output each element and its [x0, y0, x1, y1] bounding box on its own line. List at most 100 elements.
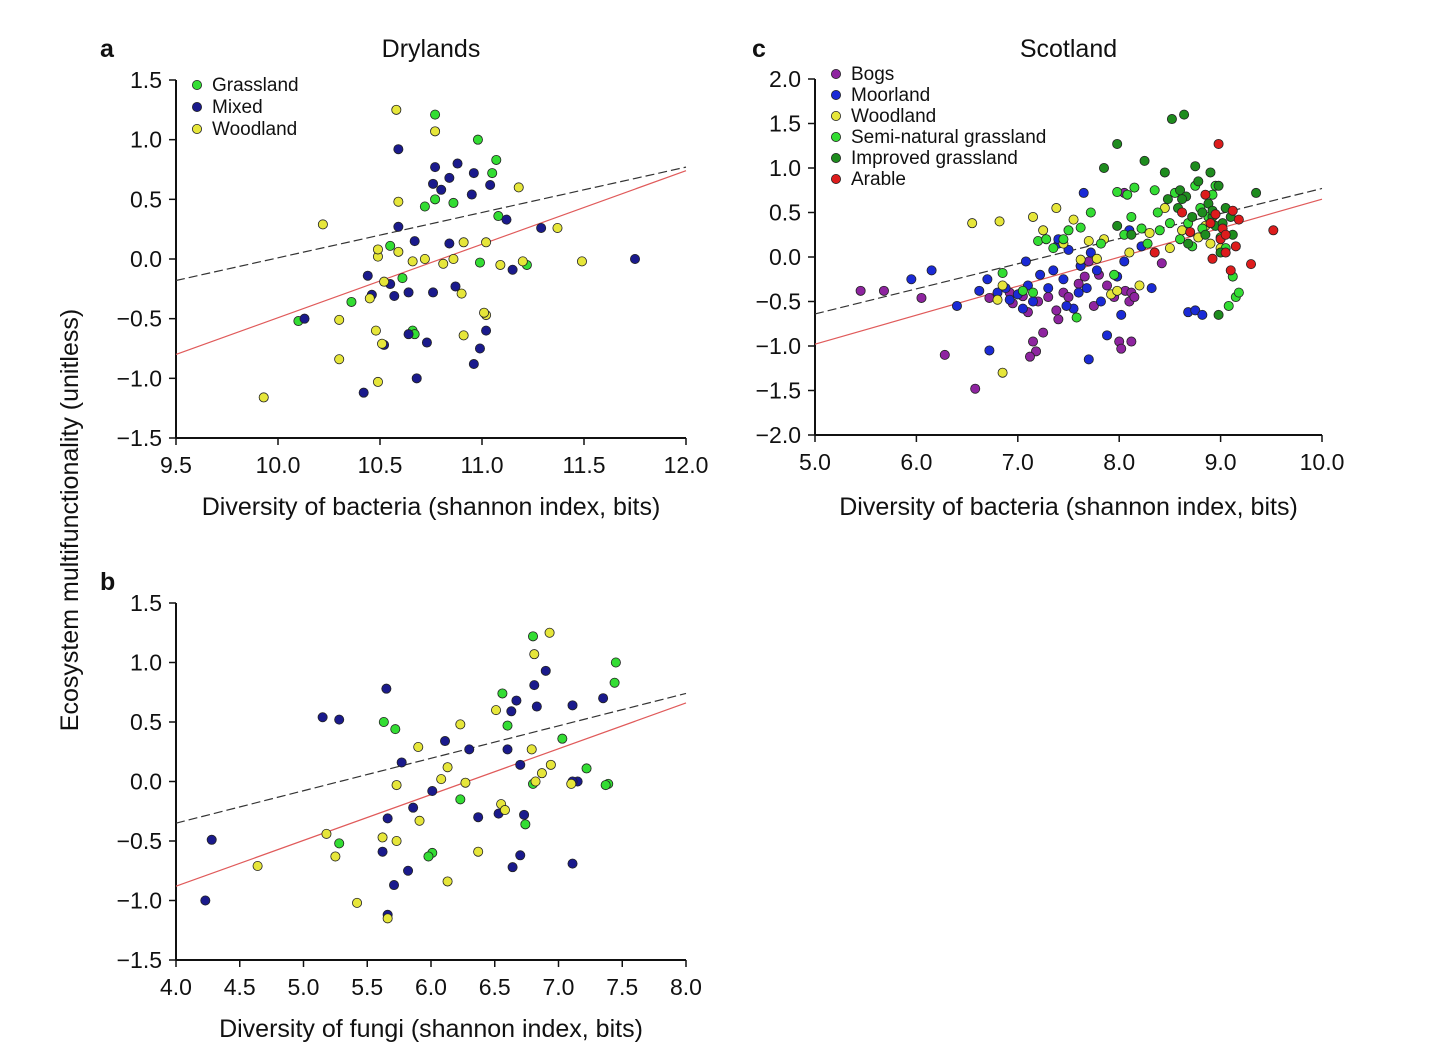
legend-label-bogs: Bogs [851, 64, 894, 85]
data-point-bogs [855, 285, 866, 296]
data-point-improved-grassland [1190, 161, 1201, 172]
data-point-mixed [468, 168, 479, 179]
data-point-semi-natural-grassland [1126, 211, 1137, 222]
data-point-semi-natural-grassland [1109, 269, 1120, 280]
data-point-moorland [984, 345, 995, 356]
data-point-woodland [330, 851, 341, 862]
data-point-grassland [493, 211, 504, 222]
y-tick-label: −1.0 [117, 888, 162, 914]
legend-label-mixed: Mixed [212, 97, 263, 118]
data-point-moorland [1095, 296, 1106, 307]
x-axis-label: Diversity of bacteria (shannon index, bi… [839, 493, 1298, 521]
data-point-mixed [440, 736, 451, 747]
data-point-moorland [1035, 269, 1046, 280]
data-point-bogs [1038, 327, 1049, 338]
data-point-mixed [531, 701, 542, 712]
legend-marker [191, 80, 202, 91]
data-point-semi-natural-grassland [1075, 222, 1086, 233]
panel-b-fungi-chart: b 4.0 4.5 5.0 5.5 6.0 6.5 7.0 7.5 8.0 1.5 1.0 0.5 0.0… [100, 568, 702, 1043]
data-point-mixed [411, 373, 422, 384]
data-point-moorland [1017, 303, 1028, 314]
legend-marker [831, 173, 842, 184]
data-point-woodland [458, 330, 469, 341]
data-point-moorland [1078, 187, 1089, 198]
data-point-woodland [391, 780, 402, 791]
data-point-mixed [567, 858, 578, 869]
legend-label-grassland: Grassland [212, 75, 299, 96]
y-tick-label: −2.0 [756, 422, 801, 448]
data-point-semi-natural-grassland [1136, 223, 1147, 234]
data-point-arable [1200, 189, 1211, 200]
data-point-semi-natural-grassland [1122, 189, 1133, 200]
data-point-semi-natural-grassland [1164, 218, 1175, 229]
data-point-woodland [321, 828, 332, 839]
data-point-improved-grassland [1197, 207, 1208, 218]
data-point-grassland [430, 109, 441, 120]
legend-marker [831, 90, 842, 101]
data-point-moorland [1146, 283, 1157, 294]
data-point-bogs [970, 383, 981, 394]
data-point-mixed [393, 221, 404, 232]
data-point-bogs [916, 292, 927, 303]
data-point-mixed [529, 680, 540, 691]
y-tick-label: 0.0 [769, 244, 801, 270]
data-point-mixed [389, 290, 400, 301]
data-point-moorland [926, 265, 937, 276]
data-point-bogs [1028, 336, 1039, 347]
data-point-improved-grassland [1187, 211, 1198, 222]
data-point-mixed [466, 189, 477, 200]
data-point-woodland [372, 244, 383, 255]
data-point-grassland [474, 257, 485, 268]
data-point-semi-natural-grassland [1175, 234, 1186, 245]
series-arable [1149, 138, 1279, 276]
data-point-grassland [610, 657, 621, 668]
data-point-woodland [377, 338, 388, 349]
data-point-mixed [507, 862, 518, 873]
data-point-woodland [1083, 235, 1094, 246]
data-point-grassland [487, 168, 498, 179]
data-point-mixed [408, 802, 419, 813]
data-point-grassland [419, 201, 430, 212]
data-point-semi-natural-grassland [1112, 187, 1123, 198]
data-point-moorland [1081, 283, 1092, 294]
data-point-woodland [334, 354, 345, 365]
data-point-semi-natural-grassland [1028, 287, 1039, 298]
data-point-moorland [982, 274, 993, 285]
data-point-mixed [317, 712, 328, 723]
data-point-bogs [1088, 300, 1099, 311]
data-point-semi-natural-grassland [1129, 182, 1140, 193]
data-point-woodland [252, 860, 263, 871]
x-tick-label: 10.5 [358, 452, 403, 478]
dashed-fit-line [175, 692, 687, 824]
data-point-woodland [1091, 253, 1102, 264]
y-tick-label: 0.5 [130, 709, 162, 735]
data-point-bogs [1051, 305, 1062, 316]
data-point-woodland [370, 325, 381, 336]
legend-marker [191, 124, 202, 135]
data-point-moorland [974, 285, 985, 296]
series-bogs [855, 187, 1167, 394]
data-point-woodland [499, 805, 510, 816]
data-point-moorland [1004, 294, 1015, 305]
data-point-improved-grassland [1112, 138, 1123, 149]
data-point-mixed [206, 834, 217, 845]
data-point-bogs [984, 292, 995, 303]
data-point-grassland [491, 154, 502, 165]
legend-label-woodland: Woodland [212, 119, 297, 140]
data-point-semi-natural-grassland [1048, 243, 1059, 254]
data-point-improved-grassland [1251, 187, 1262, 198]
data-point-arable [1185, 227, 1196, 238]
data-point-woodland [1068, 214, 1079, 225]
data-point-woodland [1075, 254, 1086, 265]
data-point-mixed [450, 281, 461, 292]
data-point-bogs [1129, 292, 1140, 303]
data-point-moorland [1020, 256, 1031, 267]
data-point-mixed [507, 264, 518, 275]
data-point-semi-natural-grassland [1142, 238, 1153, 249]
data-point-mixed [468, 359, 479, 370]
data-point-mixed [540, 665, 551, 676]
y-tick-label: −1.0 [117, 365, 162, 391]
data-point-woodland [1205, 238, 1216, 249]
data-point-woodland [460, 777, 471, 788]
data-point-woodland [529, 649, 540, 660]
